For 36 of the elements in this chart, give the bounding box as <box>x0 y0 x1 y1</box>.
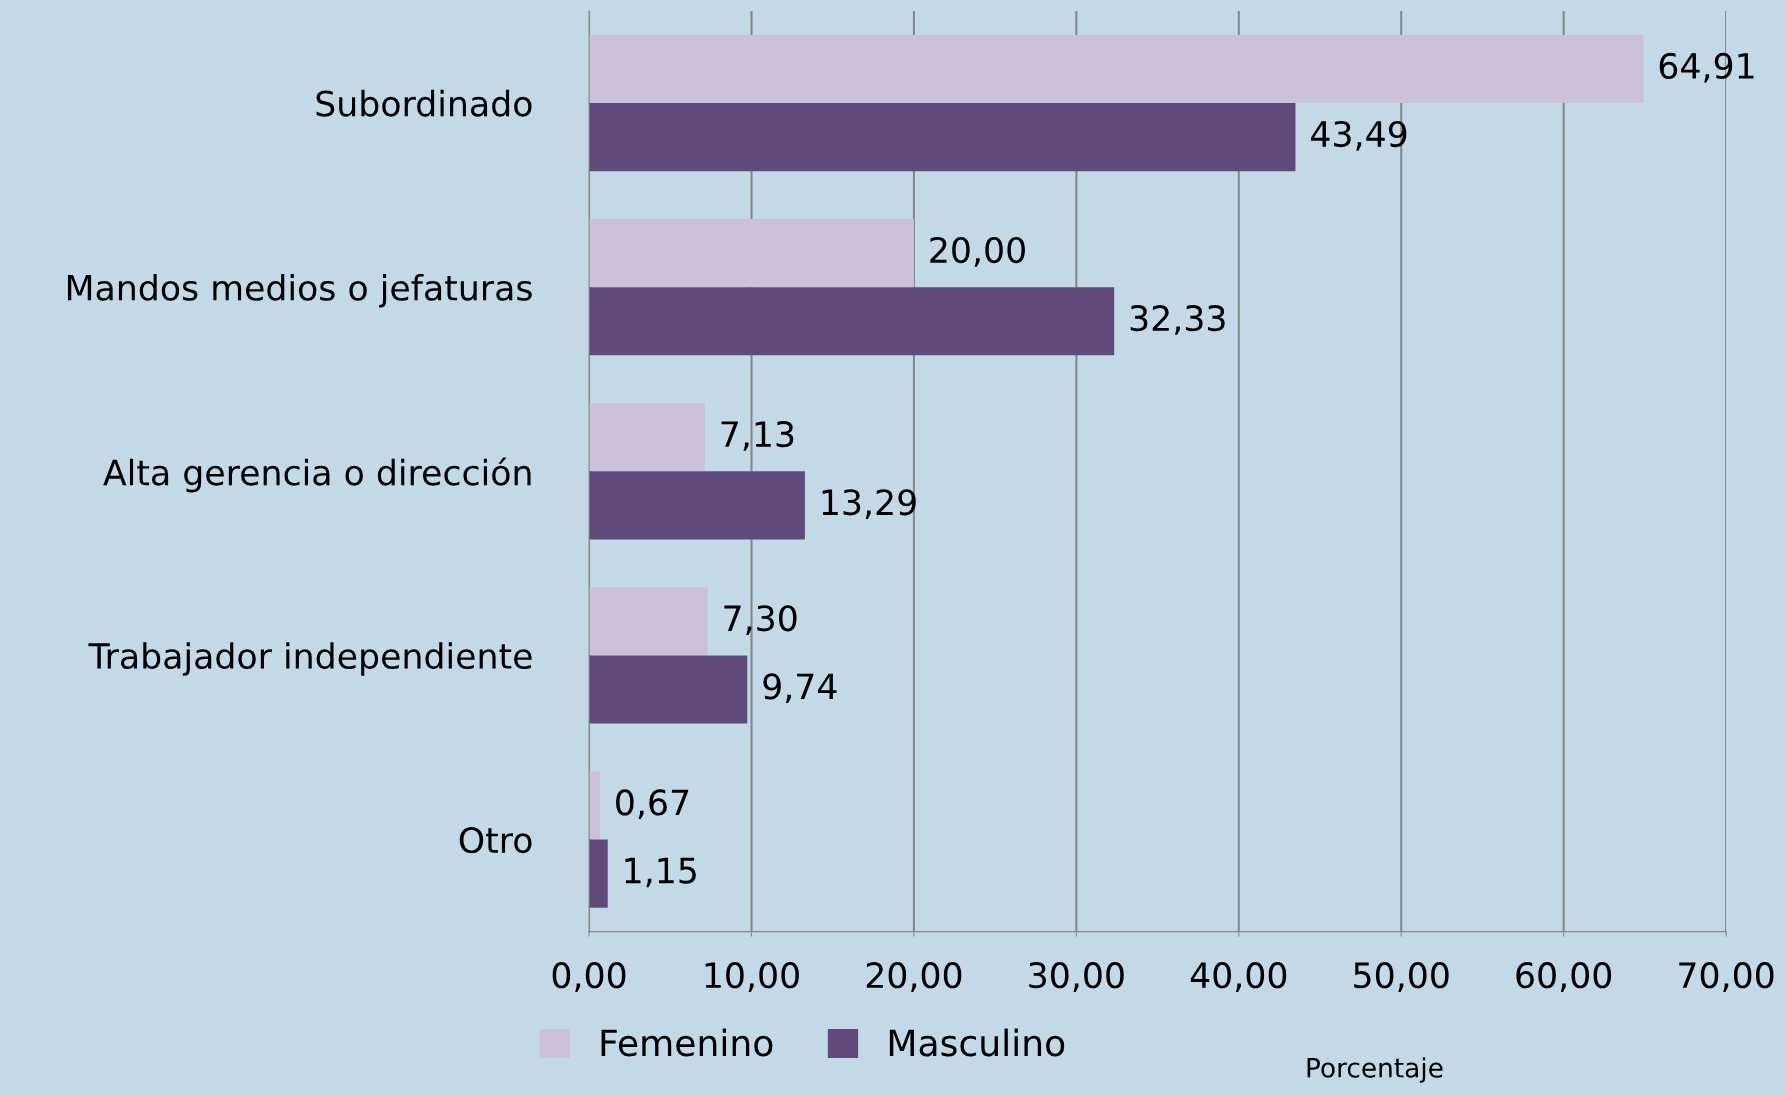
data-label: 64,91 <box>1659 52 1754 83</box>
bar <box>589 34 1644 104</box>
legend-label: Masculino <box>889 1028 1065 1057</box>
data-label: 32,33 <box>1130 305 1225 335</box>
y-tick-label: Trabajador independiente <box>88 642 532 676</box>
x-tick-label: 20,00 <box>866 962 962 992</box>
x-tick-label: 70,00 <box>1679 962 1774 992</box>
y-tick-label: Alta gerencia o dirección <box>103 457 531 493</box>
y-tick-label: Mandos medios o jefaturas <box>67 273 532 308</box>
bar <box>589 771 600 840</box>
data-label: 0,67 <box>616 789 689 820</box>
bar <box>589 471 805 540</box>
bar <box>589 287 1115 356</box>
x-tick-label: 10,00 <box>705 962 799 992</box>
bar <box>589 219 914 288</box>
data-label: 7,30 <box>724 605 797 635</box>
x-tick-label: 0,00 <box>552 962 626 992</box>
legend-label: Femenino <box>601 1028 773 1057</box>
bar <box>589 587 708 656</box>
data-label: 13,29 <box>822 489 916 519</box>
x-tick-label: 30,00 <box>1029 962 1124 992</box>
data-label: 1,15 <box>625 857 696 888</box>
bar <box>589 655 748 724</box>
bar <box>589 839 608 908</box>
data-label: 7,13 <box>721 421 794 451</box>
x-axis-title: Porcentaje <box>1307 1057 1443 1083</box>
x-tick-label: 60,00 <box>1516 962 1612 992</box>
data-label: 9,74 <box>763 673 837 704</box>
y-tick-label: Otro <box>459 826 532 854</box>
x-tick-label: 50,00 <box>1354 962 1449 992</box>
bar <box>589 103 1296 172</box>
bar <box>589 403 705 472</box>
x-tick-label: 40,00 <box>1190 962 1287 992</box>
data-label: 43,49 <box>1311 120 1407 151</box>
y-tick-label: Subordinado <box>316 89 532 117</box>
data-label: 20,00 <box>930 236 1025 267</box>
